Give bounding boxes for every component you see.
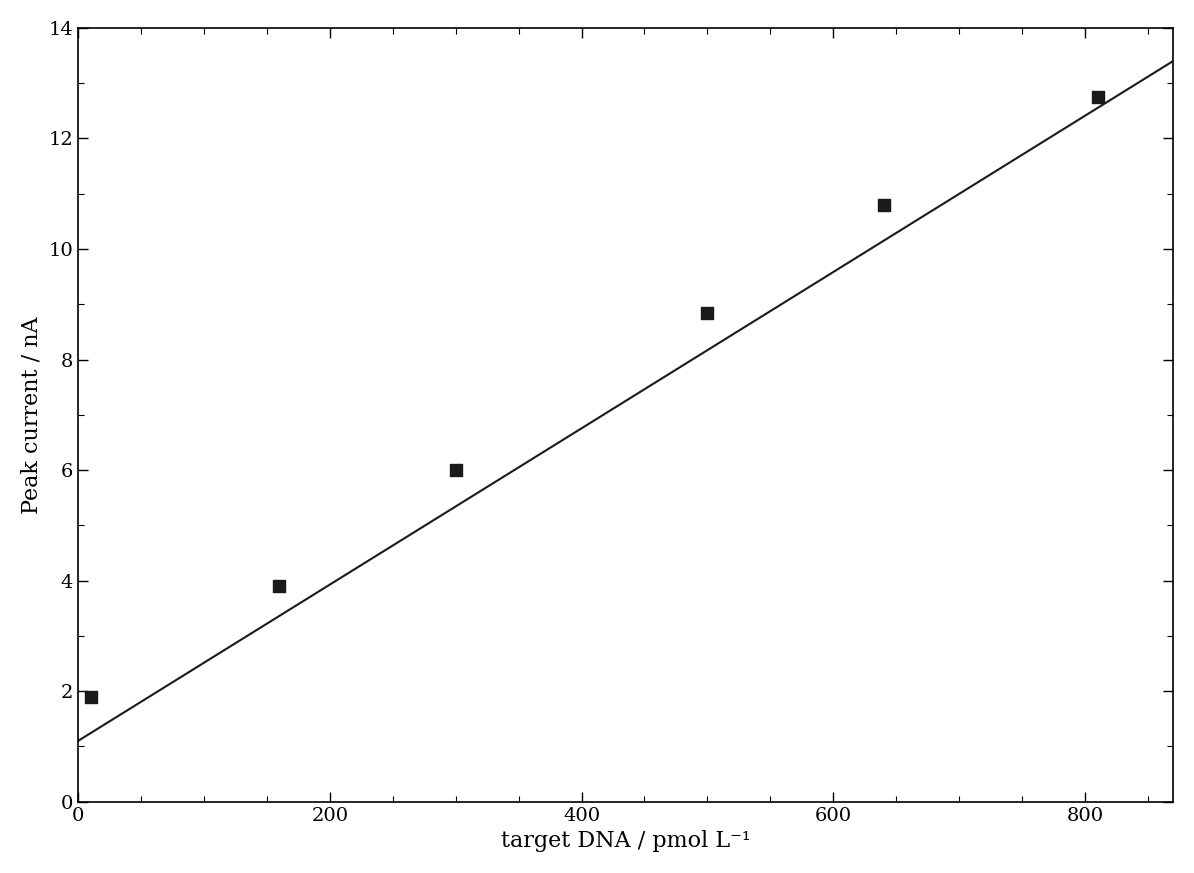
Point [697, 306, 716, 320]
X-axis label: target DNA / pmol L⁻¹: target DNA / pmol L⁻¹ [500, 830, 751, 852]
Point [270, 579, 289, 593]
Point [874, 198, 893, 212]
Point [447, 463, 466, 477]
Point [81, 690, 100, 704]
Y-axis label: Peak current / nA: Peak current / nA [20, 316, 43, 513]
Point [1088, 90, 1107, 104]
